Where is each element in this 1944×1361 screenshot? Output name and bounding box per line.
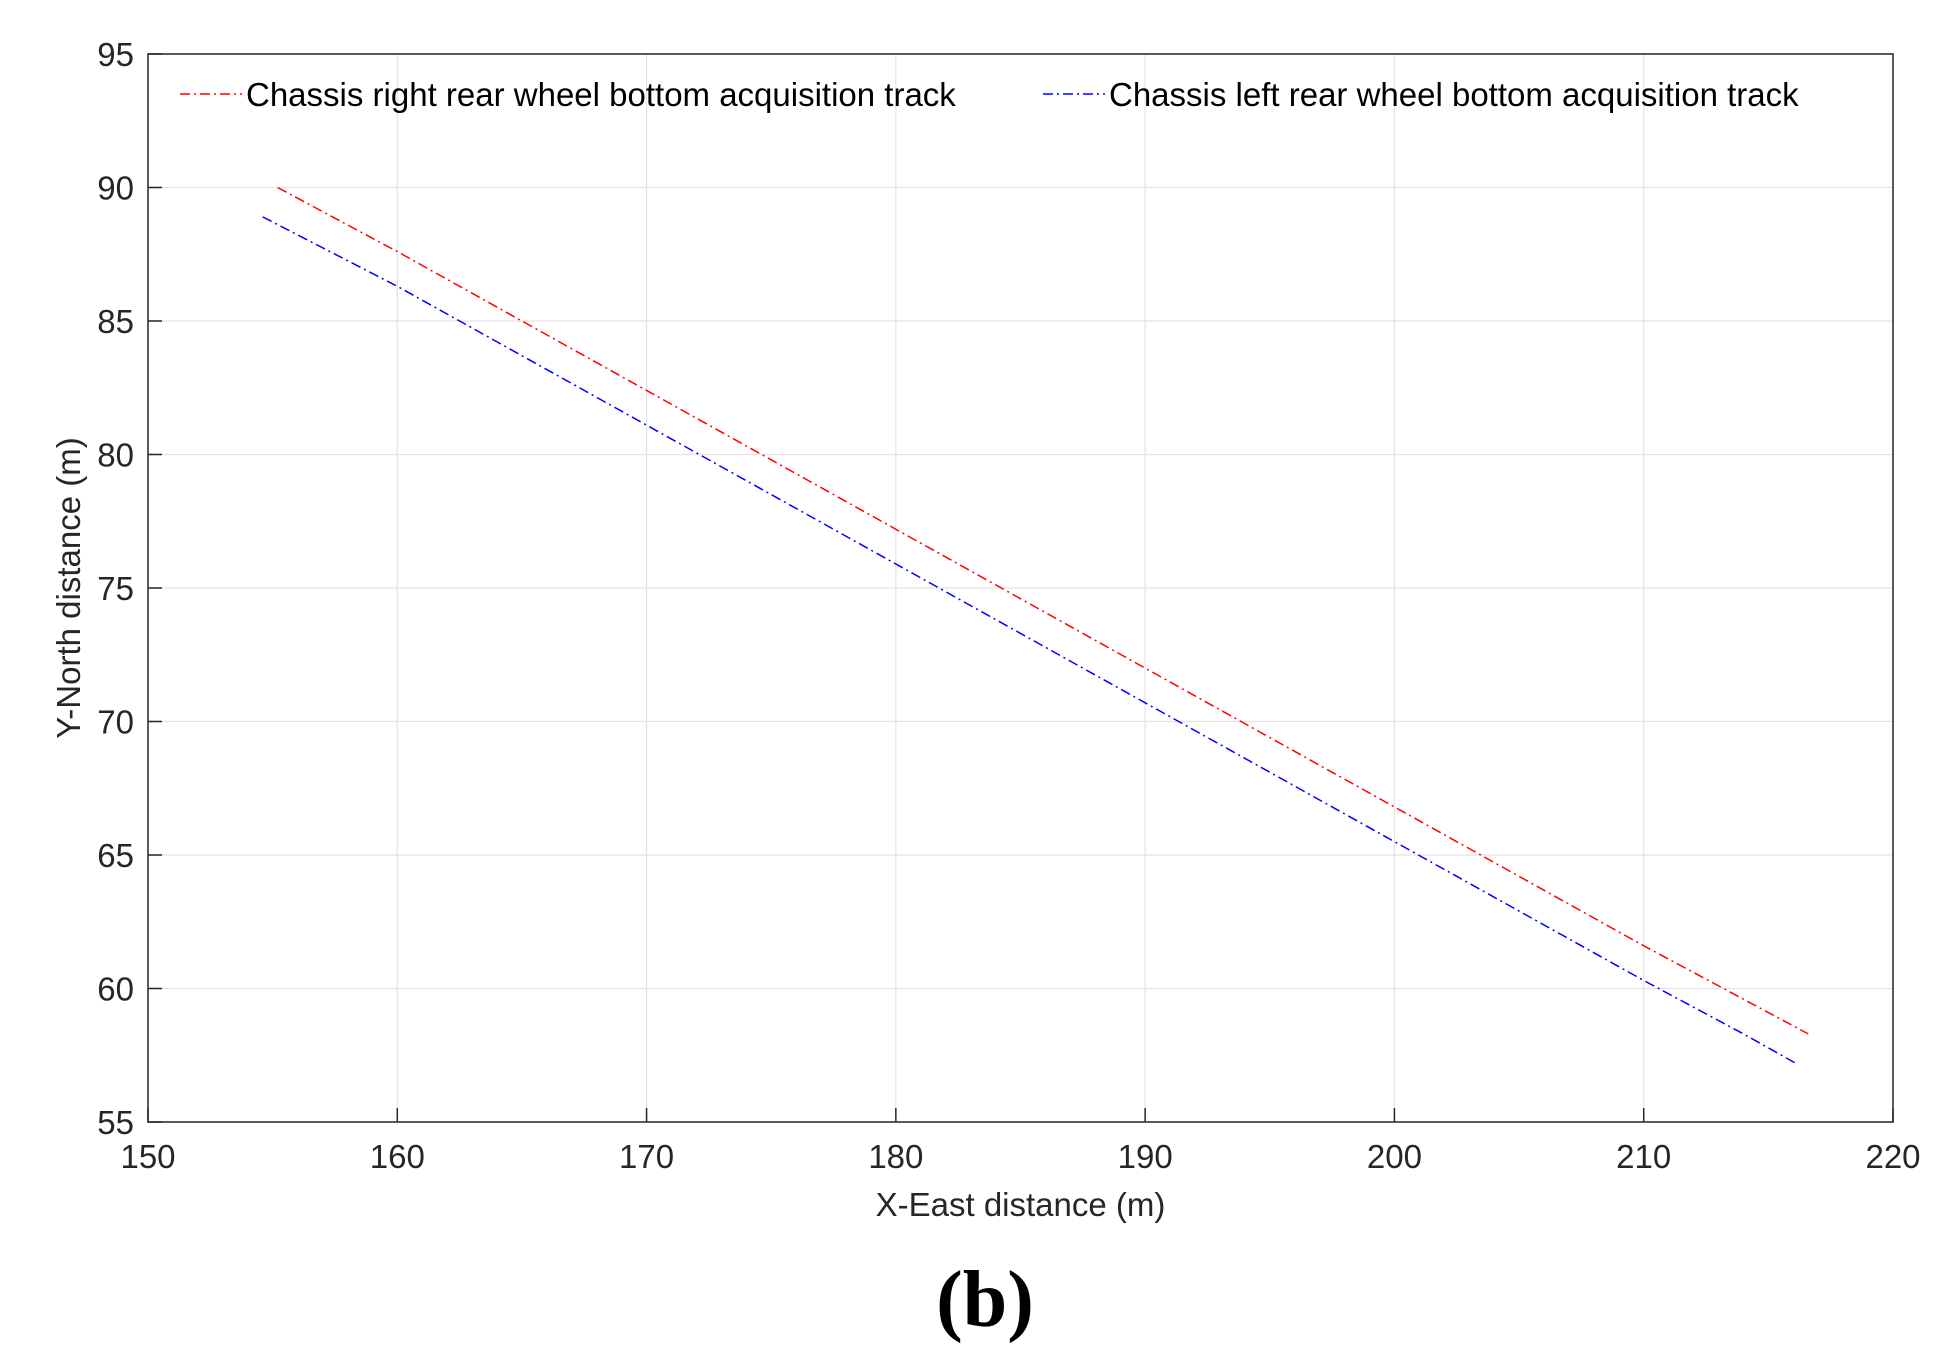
series-line-left-rear-wheel [262, 216, 1797, 1064]
y-tick-label: 55 [97, 1104, 134, 1141]
x-axis-title: X-East distance (m) [876, 1186, 1166, 1223]
legend-label: Chassis right rear wheel bottom acquisit… [246, 76, 956, 113]
series-line-right-rear-wheel [277, 186, 1809, 1035]
y-tick-label: 85 [97, 303, 134, 340]
grid [147, 53, 1894, 1123]
axis-ticks: 150 160 170 180 190 200 210 220 55 60 65 70 75 80 85 90… [97, 36, 1920, 1175]
x-tick-label: 220 [1865, 1138, 1920, 1175]
legend-label: Chassis left rear wheel bottom acquisiti… [1109, 76, 1799, 113]
x-tick-label: 200 [1367, 1138, 1422, 1175]
x-tick-label: 170 [619, 1138, 674, 1175]
x-tick-label: 190 [1118, 1138, 1173, 1175]
panel-label: (b) [936, 1256, 1034, 1344]
x-tick-label: 180 [868, 1138, 923, 1175]
x-tick-label: 210 [1616, 1138, 1671, 1175]
y-tick-label: 60 [97, 971, 134, 1008]
legend: Chassis right rear wheel bottom acquisit… [180, 76, 1799, 113]
x-tick-label: 150 [120, 1138, 175, 1175]
y-tick-label: 75 [97, 570, 134, 607]
y-tick-label: 80 [97, 437, 134, 474]
data-series [262, 186, 1809, 1064]
y-tick-label: 65 [97, 837, 134, 874]
x-tick-label: 160 [370, 1138, 425, 1175]
y-axis-title: Y-North distance (m) [50, 437, 87, 738]
y-tick-label: 95 [97, 36, 134, 73]
y-tick-label: 90 [97, 170, 134, 207]
y-tick-label: 70 [97, 704, 134, 741]
